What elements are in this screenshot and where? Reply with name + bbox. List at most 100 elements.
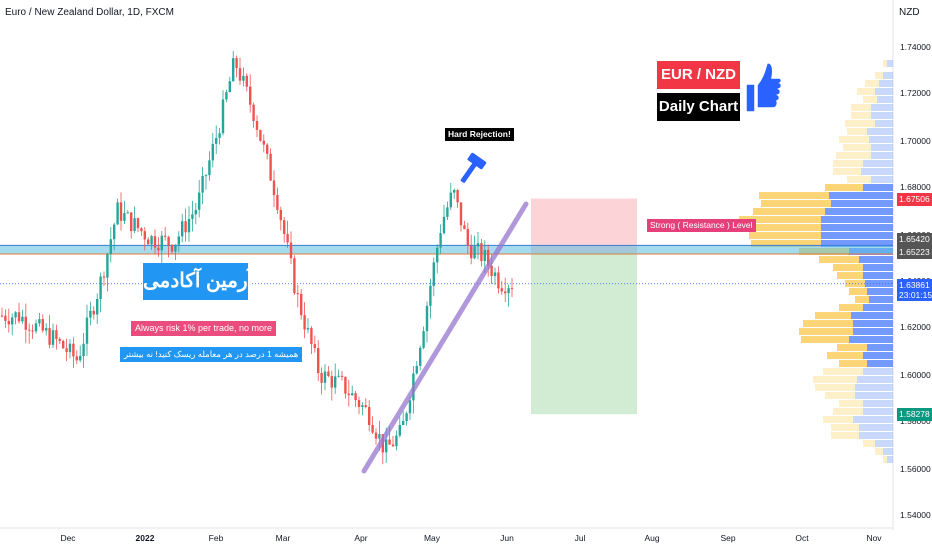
candle: [221, 99, 225, 134]
candle: [466, 228, 469, 246]
volume-bar-up: [867, 360, 893, 367]
candle: [242, 75, 245, 81]
volume-bar-down: [815, 384, 855, 391]
candle: [279, 209, 282, 221]
candle: [14, 312, 17, 318]
candle: [133, 218, 136, 232]
volume-bar-down: [847, 128, 867, 135]
candle: [320, 373, 323, 383]
volume-bar-down: [831, 424, 859, 431]
candle: [113, 224, 116, 240]
candle: [150, 236, 153, 245]
volume-bar-down: [749, 224, 821, 231]
candle: [140, 228, 143, 232]
volume-bar-up: [849, 336, 893, 343]
volume-bar-down: [753, 208, 825, 215]
volume-bar-up: [863, 272, 893, 279]
price-tick: 1.56000: [900, 464, 931, 474]
candle: [28, 329, 31, 331]
candle: [228, 81, 231, 93]
price-tick: 1.62000: [900, 322, 931, 332]
candle: [391, 444, 395, 447]
stop-loss-zone: [531, 198, 637, 253]
candle: [160, 235, 163, 251]
volume-bar-up: [855, 384, 893, 391]
candle: [402, 421, 405, 425]
volume-bar-down: [857, 88, 875, 95]
candle: [497, 272, 500, 289]
candle: [157, 247, 160, 251]
volume-bar-down: [843, 144, 871, 151]
candle: [252, 104, 255, 121]
volume-bar-down: [839, 304, 863, 311]
volume-bar-up: [867, 344, 893, 351]
candle: [296, 293, 299, 295]
volume-bar-up: [863, 184, 893, 191]
candle: [422, 331, 425, 348]
volume-bar-up: [863, 368, 893, 375]
volume-bar-down: [839, 400, 863, 407]
candle: [337, 375, 340, 377]
candle: [510, 288, 514, 290]
candle: [164, 235, 167, 237]
candle: [419, 347, 422, 366]
risk-persian-label: همیشه 1 درصد در هر معامله ریسک کنید! نه …: [120, 347, 303, 362]
candle: [17, 312, 21, 322]
candle: [459, 202, 463, 226]
volume-bar-down: [849, 288, 867, 295]
volume-bar-up: [861, 168, 893, 175]
volume-bar-up: [855, 392, 893, 399]
volume-bar-up: [821, 232, 893, 239]
candle: [79, 355, 82, 361]
volume-bar-up: [871, 104, 893, 111]
candle: [136, 218, 140, 229]
volume-bar-up: [883, 448, 893, 455]
volume-bar-down: [865, 80, 879, 87]
volume-bar-down: [759, 192, 829, 199]
candle: [48, 328, 51, 345]
candle: [371, 425, 374, 433]
volume-bar-down: [823, 368, 863, 375]
date-tick: Oct: [795, 533, 809, 543]
candle: [38, 319, 41, 324]
symbol-title[interactable]: Euro / New Zealand Dollar, 1D, FXCM: [5, 7, 174, 18]
price-tick: 1.74000: [900, 42, 931, 52]
candle: [174, 244, 177, 252]
volume-bar-up: [859, 424, 893, 431]
date-tick: May: [423, 533, 441, 543]
candle: [51, 330, 55, 345]
candle: [55, 330, 58, 339]
candle: [82, 343, 85, 356]
volume-bar-down: [875, 72, 883, 79]
volume-bar-down: [851, 112, 871, 119]
target-price-badge: 1.58278: [897, 408, 932, 421]
candle: [24, 316, 27, 330]
candle: [490, 265, 493, 277]
candle: [130, 212, 133, 232]
volume-bar-down: [739, 216, 821, 223]
volume-bar-up: [863, 400, 893, 407]
volume-bar-up: [875, 440, 893, 447]
candle: [483, 249, 486, 262]
candle: [276, 195, 279, 210]
candle: [187, 218, 191, 233]
candle: [201, 175, 204, 193]
candle: [432, 262, 435, 286]
volume-bar-up: [859, 256, 893, 263]
volume-bar-up: [867, 128, 893, 135]
volume-bar-down: [833, 160, 863, 167]
candle: [194, 209, 197, 215]
volume-bar-up: [859, 432, 893, 439]
candle: [439, 233, 442, 248]
candle: [249, 86, 252, 105]
candle: [34, 323, 38, 332]
volume-bar-down: [831, 432, 859, 439]
brand-label: آرمین آکادمی: [143, 263, 253, 300]
candle: [211, 143, 214, 161]
candle: [102, 276, 106, 278]
candle: [215, 137, 218, 144]
volume-bar-down: [837, 272, 863, 279]
bar-countdown: 23:01:15: [899, 290, 932, 300]
current-price-badge: 1.63861 23:01:15: [897, 279, 932, 301]
